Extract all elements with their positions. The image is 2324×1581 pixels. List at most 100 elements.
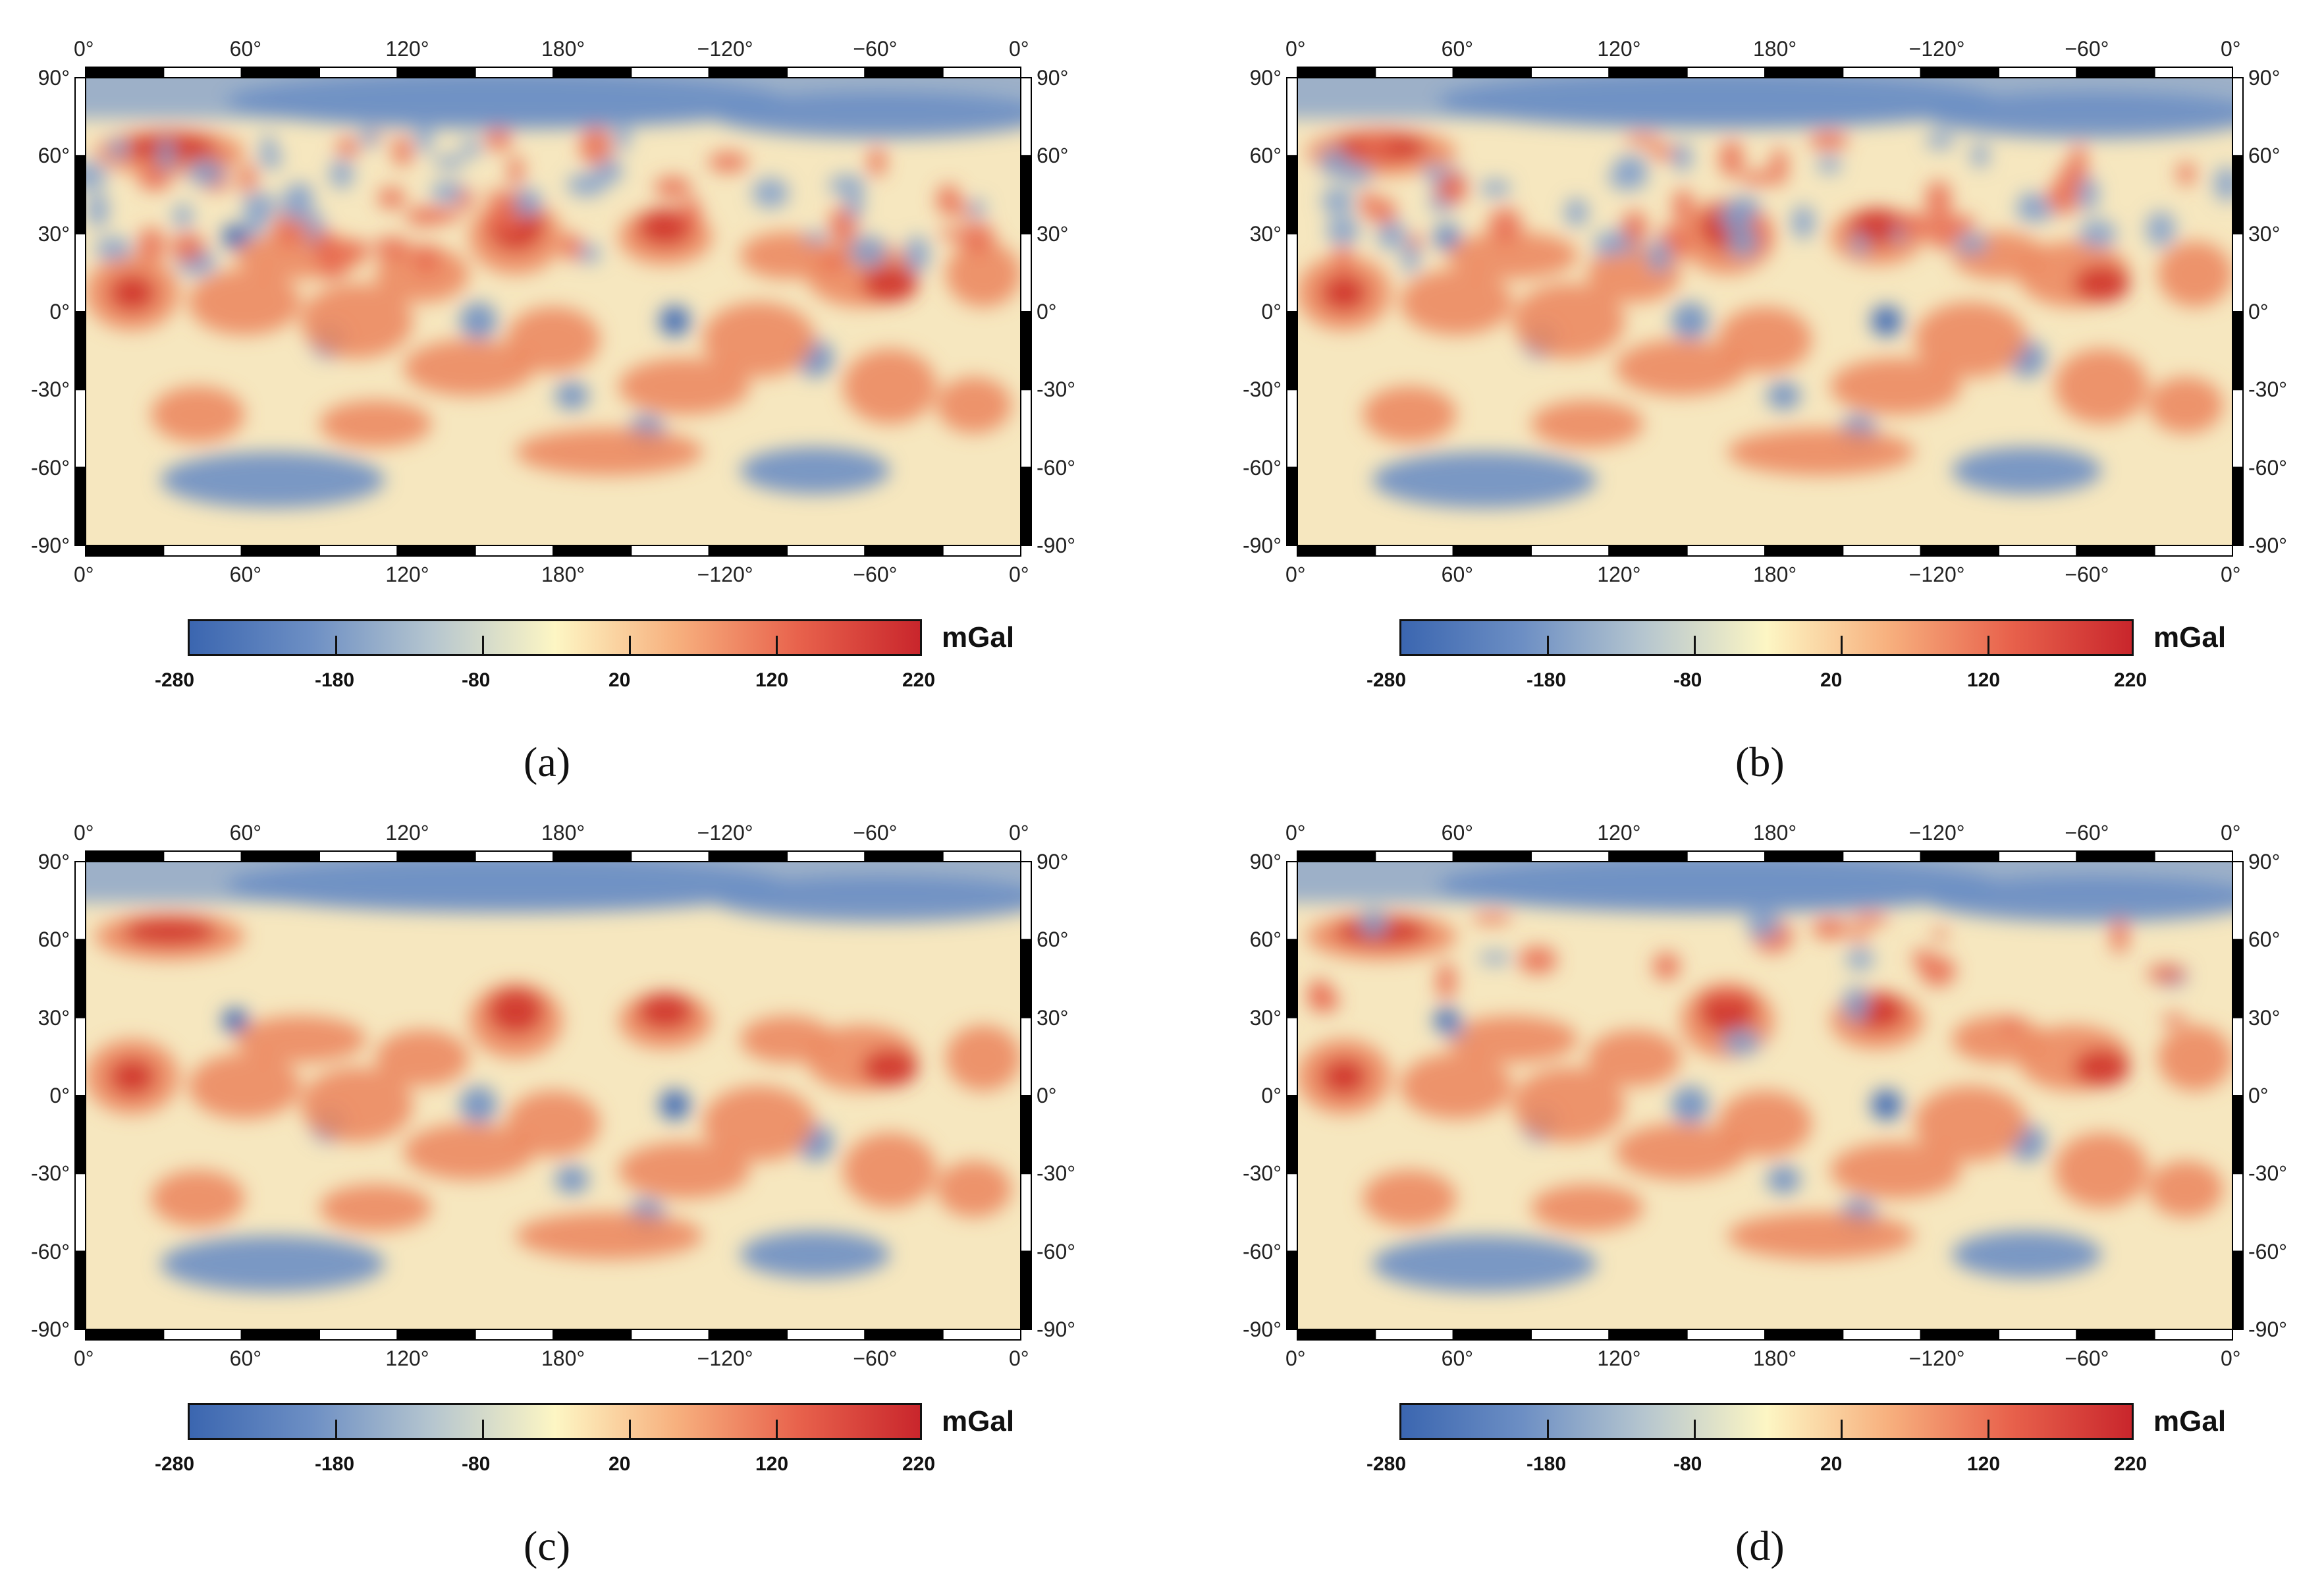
latitude-tick-right: -30° (2248, 1161, 2288, 1186)
latitude-tick-right: 0° (1037, 1084, 1057, 1107)
colorbar-tick-label: -280 (1366, 669, 1407, 691)
gravity-anomaly-map (74, 850, 1032, 1341)
map-frame (1286, 67, 2244, 557)
panel-label: (a) (524, 738, 571, 785)
latitude-tick-left: -60° (1242, 455, 1282, 480)
longitude-tick-bottom: 60° (1441, 563, 1474, 586)
colorbar-tick-label: -80 (462, 669, 491, 691)
longitude-tick-bottom: −120° (1908, 563, 1965, 586)
colorbar-tick (629, 1420, 631, 1438)
longitude-tick-top: 180° (1753, 821, 1797, 845)
longitude-tick-bottom: 180° (541, 1346, 585, 1370)
longitude-tick-top: 60° (229, 37, 262, 61)
longitude-tick-bottom: 60° (229, 1346, 262, 1370)
colorbar-tick-label: -80 (1673, 669, 1702, 691)
latitude-tick-left: 0° (1261, 300, 1282, 323)
map-frame (74, 67, 1032, 557)
colorbar (188, 1403, 922, 1440)
map-frame (1286, 850, 2244, 1341)
latitude-tick-left: 30° (1249, 221, 1282, 246)
latitude-tick-left: -30° (1242, 1161, 1282, 1186)
longitude-tick-top: −60° (2065, 37, 2109, 61)
latitude-tick-right: 90° (1037, 66, 1069, 90)
longitude-tick-bottom: 0° (2221, 1346, 2241, 1370)
colorbar (1399, 1403, 2134, 1440)
latitude-tick-right: 0° (2248, 1084, 2269, 1107)
longitude-tick-top: −60° (2065, 821, 2109, 845)
colorbar-tick-label: 220 (2114, 1453, 2148, 1475)
colorbar-tick (1841, 636, 1843, 654)
longitude-tick-top: 120° (385, 821, 429, 845)
latitude-tick-left: -90° (30, 534, 70, 557)
latitude-tick-right: 0° (1037, 300, 1057, 323)
colorbar-tick (776, 1420, 778, 1438)
latitude-tick-left: -60° (30, 1239, 70, 1263)
latitude-tick-left: 90° (38, 66, 70, 90)
longitude-tick-bottom: 0° (74, 563, 94, 586)
longitude-tick-top: 180° (541, 37, 585, 61)
latitude-tick-right: 60° (2248, 928, 2281, 952)
longitude-tick-top: −120° (1908, 821, 1965, 845)
latitude-tick-left: -60° (1242, 1239, 1282, 1263)
latitude-tick-right: 90° (2248, 66, 2281, 90)
colorbar-tick-label: 20 (1820, 1453, 1843, 1475)
longitude-tick-top: −120° (1908, 37, 1965, 61)
longitude-tick-bottom: 180° (1753, 1346, 1797, 1370)
latitude-tick-left: -30° (30, 377, 70, 402)
colorbar-tick (1987, 636, 1989, 654)
longitude-tick-bottom: −60° (2065, 1346, 2109, 1370)
longitude-tick-top: 0° (74, 37, 94, 61)
latitude-tick-left: -30° (30, 1161, 70, 1186)
latitude-tick-right: 30° (1037, 1005, 1069, 1030)
longitude-tick-bottom: −60° (853, 1346, 898, 1370)
latitude-tick-left: 0° (49, 1084, 70, 1107)
latitude-tick-left: 90° (1249, 66, 1282, 90)
colorbar-tick-label: -180 (1527, 1453, 1567, 1475)
longitude-tick-bottom: 180° (1753, 563, 1797, 586)
longitude-tick-top: 0° (2221, 821, 2241, 845)
longitude-tick-bottom: −120° (697, 1346, 753, 1370)
panel-b: 0° 0° 60° 60° 120° 120° 180° 180° −120° −120° −60°… (1212, 0, 2324, 790)
latitude-tick-right: -90° (1037, 1318, 1076, 1341)
longitude-tick-top: 0° (1009, 821, 1029, 845)
gravity-anomaly-map (1286, 850, 2244, 1341)
longitude-tick-top: 120° (1597, 37, 1641, 61)
colorbar-tick-label: -180 (315, 1453, 355, 1475)
longitude-tick-bottom: 120° (385, 563, 429, 586)
gravity-anomaly-map (1286, 67, 2244, 557)
latitude-tick-left: 60° (1249, 144, 1282, 168)
latitude-tick-right: -60° (2248, 455, 2288, 480)
colorbar-tick (1841, 1420, 1843, 1438)
longitude-tick-bottom: 180° (541, 563, 585, 586)
longitude-tick-top: 0° (1285, 821, 1306, 845)
latitude-tick-left: 90° (38, 850, 70, 874)
longitude-tick-bottom: 0° (1285, 1346, 1306, 1370)
colorbar-tick-label: 20 (608, 1453, 631, 1475)
longitude-tick-bottom: 120° (1597, 1346, 1641, 1370)
longitude-tick-top: 180° (1753, 37, 1797, 61)
colorbar (188, 619, 922, 656)
longitude-tick-top: −120° (697, 821, 753, 845)
latitude-tick-right: -30° (1037, 1161, 1076, 1186)
longitude-tick-top: 60° (229, 821, 262, 845)
colorbar-tick-label: 120 (1967, 669, 2001, 691)
colorbar-tick-label: -80 (462, 1453, 491, 1475)
longitude-tick-bottom: −120° (1908, 1346, 1965, 1370)
latitude-tick-left: -90° (1242, 534, 1282, 557)
longitude-tick-top: 180° (541, 821, 585, 845)
colorbar (1399, 619, 2134, 656)
longitude-tick-top: −60° (853, 821, 898, 845)
colorbar-unit: mGal (2153, 621, 2227, 653)
latitude-tick-right: -60° (1037, 1239, 1076, 1263)
colorbar-tick (1547, 636, 1549, 654)
latitude-tick-right: 60° (2248, 144, 2281, 168)
colorbar-tick-label: 120 (755, 1453, 789, 1475)
colorbar-tick (1987, 1420, 1989, 1438)
colorbar-tick (776, 636, 778, 654)
map-frame (74, 850, 1032, 1341)
colorbar-unit: mGal (942, 621, 1015, 653)
longitude-tick-top: 0° (1285, 37, 1306, 61)
latitude-tick-left: 90° (1249, 850, 1282, 874)
latitude-tick-right: 60° (1037, 928, 1069, 952)
colorbar-tick (482, 1420, 484, 1438)
